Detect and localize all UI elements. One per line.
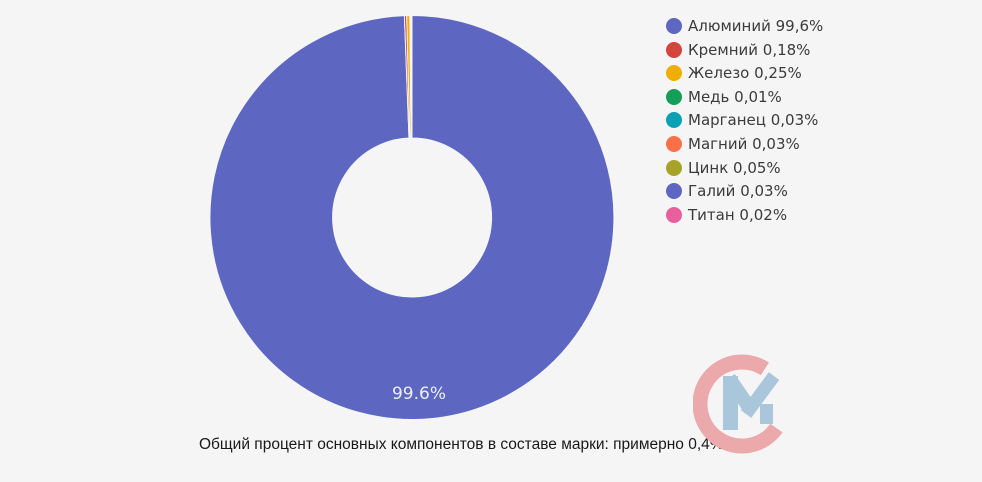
legend-swatch-icon <box>666 206 682 223</box>
legend-item-5[interactable]: Магний 0,03% <box>666 134 823 153</box>
legend-item-6[interactable]: Цинк 0,05% <box>666 158 823 177</box>
chart-caption: Общий процент основных компонентов в сос… <box>199 436 724 453</box>
legend-item-4[interactable]: Марганец 0,03% <box>666 111 823 130</box>
legend-label: Алюминий 99,6% <box>688 17 824 35</box>
legend-item-1[interactable]: Кремний 0,18% <box>666 40 823 59</box>
legend-item-0[interactable]: Алюминий 99,6% <box>666 18 823 34</box>
legend-item-2[interactable]: Железо 0,25% <box>666 64 823 83</box>
legend-swatch-icon <box>666 159 682 176</box>
legend-swatch-icon <box>666 65 682 82</box>
legend-swatch-icon <box>666 135 682 152</box>
legend: Алюминий 99,6% Кремний 0,18% Железо 0,25% М… <box>666 18 823 230</box>
logo-m-shape <box>723 372 780 430</box>
legend-item-8[interactable]: Титан 0,02% <box>666 205 823 224</box>
legend-swatch-icon <box>666 183 682 200</box>
legend-swatch-icon <box>666 88 682 105</box>
legend-label: Железо 0,25% <box>688 64 802 83</box>
legend-swatch-icon <box>666 41 682 58</box>
legend-label: Цинк 0,05% <box>688 158 781 177</box>
legend-label: Медь 0,01% <box>688 87 782 106</box>
legend-swatch-icon <box>666 112 682 129</box>
legend-label: Галий 0,03% <box>688 182 788 201</box>
legend-item-7[interactable]: Галий 0,03% <box>666 182 823 201</box>
pie-slice-0[interactable] <box>209 14 615 420</box>
legend-label: Титан 0,02% <box>688 205 788 224</box>
legend-swatch-icon <box>666 18 682 34</box>
legend-item-3[interactable]: Медь 0,01% <box>666 87 823 106</box>
slice-data-label: 99.6% <box>391 384 447 404</box>
legend-label: Кремний 0,18% <box>688 40 811 59</box>
legend-label: Марганец 0,03% <box>688 111 819 130</box>
cm-logo <box>693 354 783 454</box>
logo-c-shape <box>693 354 783 454</box>
legend-label: Магний 0,03% <box>688 134 800 153</box>
